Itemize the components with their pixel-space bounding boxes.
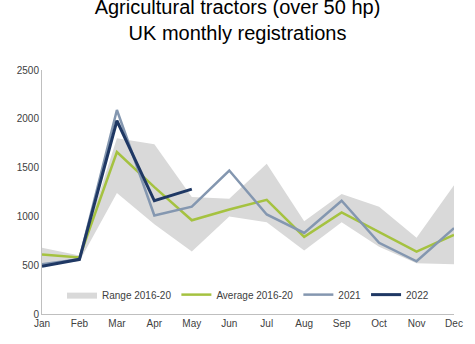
svg-text:Jun: Jun (221, 318, 237, 329)
svg-text:Apr: Apr (147, 318, 163, 329)
svg-text:Feb: Feb (71, 318, 89, 329)
svg-text:2022: 2022 (406, 290, 429, 301)
svg-text:2021: 2021 (338, 290, 361, 301)
svg-text:Oct: Oct (371, 318, 387, 329)
svg-text:Aug: Aug (295, 318, 313, 329)
svg-text:1000: 1000 (17, 211, 40, 222)
svg-text:May: May (182, 318, 201, 329)
svg-text:Range 2016-20: Range 2016-20 (102, 290, 171, 301)
svg-text:Jan: Jan (34, 318, 50, 329)
svg-text:Average 2016-20: Average 2016-20 (216, 290, 293, 301)
svg-text:Agricultural tractors (over 50: Agricultural tractors (over 50 hp)UK mon… (95, 0, 381, 44)
svg-text:2000: 2000 (17, 113, 40, 124)
svg-text:500: 500 (22, 260, 39, 271)
svg-text:Jul: Jul (260, 318, 273, 329)
svg-text:Mar: Mar (108, 318, 126, 329)
svg-text:Sep: Sep (333, 318, 351, 329)
svg-text:0: 0 (33, 309, 39, 320)
svg-text:Nov: Nov (408, 318, 426, 329)
svg-text:2500: 2500 (17, 65, 40, 76)
svg-text:1500: 1500 (17, 162, 40, 173)
svg-text:Dec: Dec (445, 318, 463, 329)
